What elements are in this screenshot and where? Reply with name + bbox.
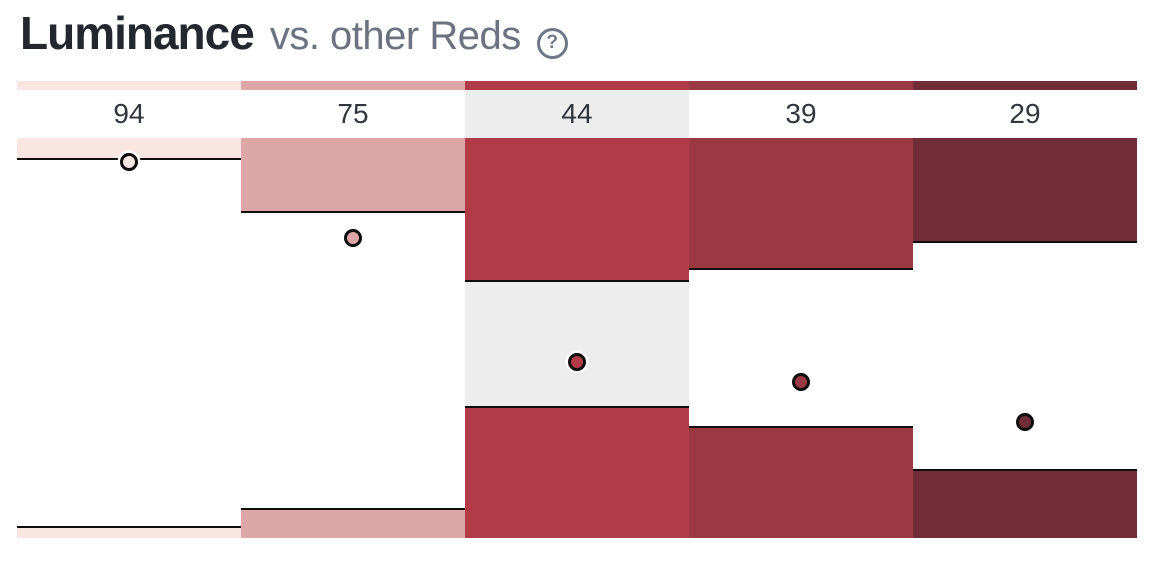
luminance-value-label: 39 [785,98,817,129]
luminance-value-label: 94 [113,98,145,129]
palette-strip-swatch [913,81,1137,90]
luminance-column[interactable] [689,138,913,538]
luminance-value-label: 44 [465,90,689,138]
column-top-block [913,138,1137,243]
column-top-block [465,138,689,282]
luminance-values-row: 94 75 44 39 29 [17,90,1137,138]
luminance-dot[interactable] [568,353,586,371]
column-bottom-block [465,406,689,538]
column-top-block [689,138,913,270]
column-bottom-block [689,426,913,538]
luminance-column[interactable] [465,138,689,538]
column-bottom-block [241,508,465,538]
chart-plot-area [17,138,1137,538]
luminance-column[interactable] [913,138,1137,538]
luminance-column[interactable] [241,138,465,538]
column-top-block [241,138,465,213]
palette-strip [17,81,1137,90]
column-bottom-block [17,526,241,538]
luminance-value-label: 75 [337,98,369,129]
luminance-dot[interactable] [344,229,362,247]
palette-strip-swatch [17,81,241,90]
luminance-dot[interactable] [792,373,810,391]
luminance-chart: 94 75 44 39 29 [17,81,1137,538]
luminance-dot[interactable] [120,153,138,171]
palette-strip-swatch [465,81,689,90]
luminance-dot[interactable] [1016,413,1034,431]
column-bottom-block [913,469,1137,538]
panel-title: Luminance [20,7,255,59]
help-icon[interactable]: ? [536,27,568,59]
palette-strip-swatch [241,81,465,90]
palette-strip-swatch [689,81,913,90]
panel-subtitle: vs. other Reds [269,14,521,58]
panel-header: Luminance vs. other Reds ? [20,6,568,68]
luminance-column[interactable] [17,138,241,538]
luminance-value-label: 29 [1009,98,1041,129]
